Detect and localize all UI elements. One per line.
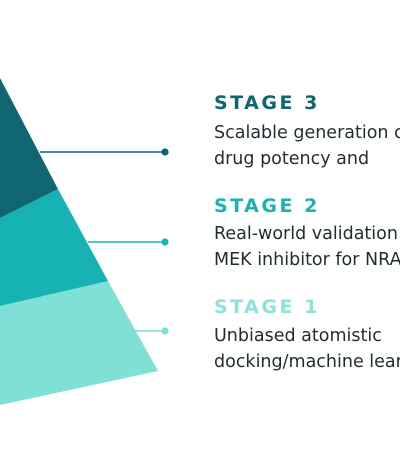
connector-dot-stage-2 [161,238,169,246]
stage-1-description: Unbiased atomistic docking/machine learn… [214,323,400,375]
connector-dot-stage-3 [161,148,169,156]
stage-2-description-line-1: Real-world validation with a [214,224,400,244]
pyramid-tier-stage-3 [0,78,58,218]
stage-1-description-line-2: docking/machine learning [214,352,400,372]
stage-3-title: STAGE 3 [214,92,320,114]
pyramid-tier-stage-2 [0,189,108,306]
stage-3-description: Scalable generation of data on drug pote… [214,120,400,172]
connector-dot-stage-1 [161,327,169,335]
stage-3-description-line-1: Scalable generation of data on [214,123,400,143]
stage-2-description: Real-world validation with a MEK inhibit… [214,221,400,273]
stage-1-description-line-1: Unbiased atomistic [214,326,382,346]
stage-3-description-line-2: drug potency and [214,149,370,169]
stage-1-title: STAGE 1 [214,296,320,318]
pyramid-tier-stage-1 [0,281,158,405]
stage-2-title: STAGE 2 [214,195,320,217]
stage-2-description-line-2: MEK inhibitor for NRAS [214,250,400,270]
